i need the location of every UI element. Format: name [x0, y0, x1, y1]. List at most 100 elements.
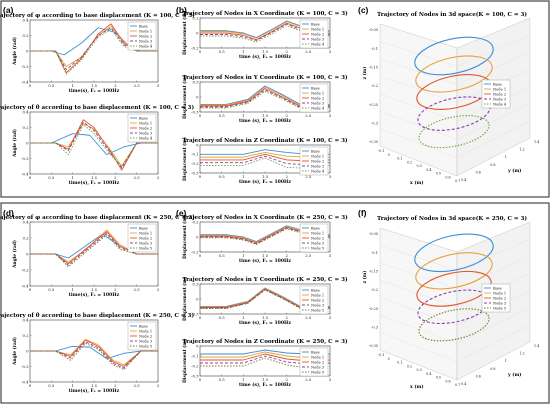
- y-axis-label: Angle (rad): [13, 240, 18, 269]
- y-tick-label: 0: [196, 94, 199, 99]
- series-base: [30, 133, 158, 156]
- y-tick-label: 0.8: [490, 163, 495, 167]
- x-tick-label: 2.5: [305, 49, 312, 54]
- x-tick-label: 3: [329, 315, 332, 320]
- y-tick-label: 0.4: [22, 317, 29, 322]
- y-axis-label: Displacement (m): [183, 277, 188, 321]
- x-axis-label: time(s), Fₛ = 100Hz: [69, 387, 120, 394]
- y-tick-label: 0: [26, 48, 29, 53]
- chart-title: Trajectory of Nodes in 3d space(K = 100,…: [377, 11, 527, 18]
- y-tick-label: 0: [196, 343, 199, 348]
- chart-title: Trajectory of Nodes in X Coordinate (K =…: [182, 214, 348, 221]
- x-tick-label: 2: [114, 383, 117, 388]
- x-tick-label: 0.5: [219, 113, 226, 118]
- z-tick-label: -0.35: [369, 140, 378, 144]
- x-tick-label: 0: [199, 113, 202, 118]
- x-tick-label: 0: [199, 315, 202, 320]
- chart-title: Trajectory of φ according to base displa…: [0, 214, 195, 221]
- legend-label: Node 3: [139, 131, 153, 135]
- y-tick-label: -0.4: [21, 283, 29, 288]
- x-tick-label: 0: [29, 175, 32, 180]
- x-tick-label: 0.4: [426, 168, 431, 172]
- legend-label: Node 2: [139, 126, 152, 130]
- y-tick-label: -0.2: [21, 364, 29, 369]
- series-base: [30, 27, 158, 56]
- x-tick-label: 0.5: [48, 83, 55, 88]
- series-node-2: [200, 288, 331, 308]
- x-tick-label: 1: [71, 383, 73, 388]
- x-axis-label: time(s), Fₛ = 100Hz: [69, 87, 120, 94]
- x-tick-label: 0.5: [48, 287, 55, 292]
- legend-label: Node 1: [311, 293, 324, 297]
- chart-title: Trajectory of θ according to base displa…: [0, 312, 194, 319]
- x-tick-label: 2.5: [305, 113, 312, 118]
- series-node-3: [30, 27, 158, 71]
- legend-label: Node 2: [311, 96, 324, 100]
- grid-line: [379, 34, 531, 67]
- x-axis-label: time (s), Fₛ = 100Hz: [239, 53, 291, 60]
- y-tick-label: -0.4: [21, 79, 29, 84]
- ring-node-2: [416, 270, 492, 307]
- x-tick-label: 0.5: [219, 377, 226, 382]
- legend-label: Node 2: [311, 236, 324, 240]
- y-tick-label: -0.2: [191, 161, 199, 166]
- x-tick-label: 2: [114, 83, 117, 88]
- chart-title: Trajectory of Nodes in Z Coordinate (K =…: [182, 338, 348, 345]
- z-tick-label: -0.35: [369, 344, 378, 348]
- y-axis-label: Displacement (m): [183, 11, 188, 55]
- legend-label: Node 2: [493, 92, 506, 96]
- y-tick-label: -0.2: [191, 363, 199, 368]
- x-tick-label: 3: [329, 253, 332, 258]
- series-node-4: [30, 123, 158, 167]
- y-axis-label: Displacement (m): [183, 339, 188, 383]
- z-tick-label: -0.2: [371, 84, 378, 88]
- z-tick-label: -0.15: [369, 270, 378, 274]
- legend-label: Node 5: [139, 344, 153, 348]
- chart-title: Trajectory of Nodes in Y Coordinate (K =…: [182, 276, 348, 283]
- x-axis-label: time (s), Fₛ = 100Hz: [239, 257, 291, 264]
- y-tick-label: 0: [26, 140, 29, 145]
- y-tick-label: 0.4: [22, 17, 29, 22]
- x-tick-label: 1: [242, 253, 244, 258]
- panel-label-d: (d): [3, 208, 14, 218]
- y-tick-label: 0.2: [192, 219, 199, 224]
- grid-line: [379, 256, 531, 289]
- legend-label: Node 5: [493, 306, 507, 310]
- x-axis-label: x (m): [410, 179, 424, 186]
- series-node-3: [30, 121, 158, 169]
- x-tick-label: 0: [388, 153, 390, 157]
- y-axis-label: y (m): [507, 167, 521, 174]
- series-node-4: [200, 91, 330, 109]
- x-tick-label: 1: [71, 83, 73, 88]
- y-tick-label: -0.1: [191, 152, 198, 157]
- x-tick-label: 2: [114, 175, 117, 180]
- ring-node-5: [418, 308, 490, 342]
- x-tick-label: 0: [388, 357, 390, 361]
- chart-e3: Trajectory of Nodes in Z Coordinate (K =…: [182, 338, 348, 388]
- chart-a1: Trajectory of φ according to base displa…: [0, 12, 195, 94]
- legend-label: Base: [139, 24, 148, 28]
- x-tick-label: 0.5: [48, 383, 55, 388]
- series-node-3: [200, 155, 331, 166]
- x-tick-label: 0: [199, 49, 202, 54]
- y-tick-label: 0.2: [22, 125, 29, 130]
- z-tick-label: -0.05: [369, 28, 378, 32]
- panel-label-f: (f): [358, 208, 367, 218]
- x-tick-label: 2: [114, 287, 117, 292]
- x-tick-label: 1.5: [262, 174, 269, 179]
- x-tick-label: 1: [242, 49, 244, 54]
- y-tick-label: 0.8: [490, 367, 495, 371]
- legend-label: Node 4: [311, 42, 325, 46]
- legend-label: Node 4: [139, 136, 153, 140]
- y-axis-label: Displacement (m): [183, 215, 188, 259]
- legend-label: Node 3: [139, 241, 153, 245]
- panel-label-c: (c): [358, 5, 369, 15]
- chart-e1: Trajectory of Nodes in X Coordinate (K =…: [182, 214, 348, 264]
- ring-node-4: [418, 115, 490, 149]
- x-tick-label: 0: [29, 83, 32, 88]
- y-tick-label: 1: [505, 155, 507, 159]
- legend-label: Node 1: [311, 355, 324, 359]
